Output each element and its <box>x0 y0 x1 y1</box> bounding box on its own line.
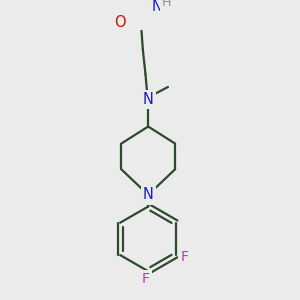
Text: N: N <box>152 0 163 14</box>
Text: H: H <box>161 0 171 9</box>
Text: F: F <box>142 272 149 286</box>
Text: N: N <box>143 92 154 107</box>
Text: F: F <box>180 250 188 264</box>
Text: N: N <box>143 187 154 202</box>
Text: O: O <box>114 15 125 30</box>
